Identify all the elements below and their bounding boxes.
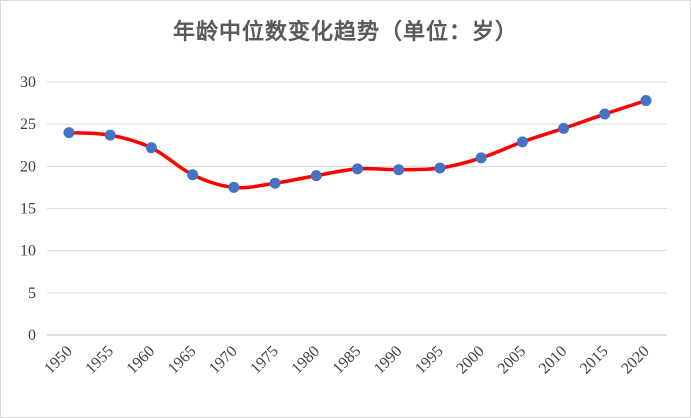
data-point-2015	[599, 108, 611, 120]
x-tick-label: 1960	[124, 343, 159, 378]
y-tick-label: 0	[28, 327, 36, 344]
x-tick-label: 2005	[495, 343, 530, 378]
data-point-1955	[104, 129, 116, 141]
data-point-markers	[63, 95, 652, 193]
y-tick-label: 5	[28, 285, 36, 302]
y-tick-label: 25	[20, 116, 36, 133]
data-point-1995	[434, 162, 446, 174]
data-point-2010	[558, 122, 570, 134]
gridlines	[47, 81, 667, 336]
data-point-1990	[393, 164, 405, 176]
data-point-1985	[352, 163, 363, 175]
x-tick-label: 1990	[371, 343, 406, 378]
x-tick-label: 2000	[453, 343, 488, 378]
data-point-1965	[187, 169, 199, 181]
data-point-1975	[269, 177, 281, 189]
x-tick-label: 1995	[412, 343, 447, 378]
x-tick-label: 2020	[618, 343, 653, 378]
x-tick-label: 1965	[165, 343, 200, 378]
data-point-2000	[475, 152, 487, 164]
x-tick-label: 1970	[206, 343, 241, 378]
x-tick-label: 1950	[41, 343, 76, 378]
x-tick-label: 1975	[247, 343, 282, 378]
x-axis-tick-labels: 1950 1955 1960 1965 1970 1975 1980 1985 1990 1995…	[41, 343, 653, 378]
y-tick-label: 30	[20, 74, 36, 91]
x-tick-label: 2010	[536, 343, 571, 378]
x-tick-label: 1955	[82, 343, 117, 378]
data-point-1950	[63, 127, 75, 139]
data-point-2020	[640, 95, 652, 107]
data-point-1970	[228, 181, 240, 193]
x-tick-label: 2015	[577, 343, 612, 378]
y-axis-tick-labels: 0 5 10 15 20 25 30	[20, 74, 36, 344]
x-tick-label: 1985	[330, 343, 365, 378]
data-point-1960	[145, 142, 157, 154]
y-tick-label: 10	[20, 243, 36, 260]
chart-title: 年龄中位数变化趋势（单位：岁）	[172, 19, 518, 45]
y-tick-label: 20	[20, 158, 36, 175]
data-point-1980	[310, 170, 322, 182]
y-tick-label: 15	[20, 201, 36, 218]
data-point-2005	[516, 136, 528, 148]
x-tick-label: 1980	[288, 343, 323, 378]
